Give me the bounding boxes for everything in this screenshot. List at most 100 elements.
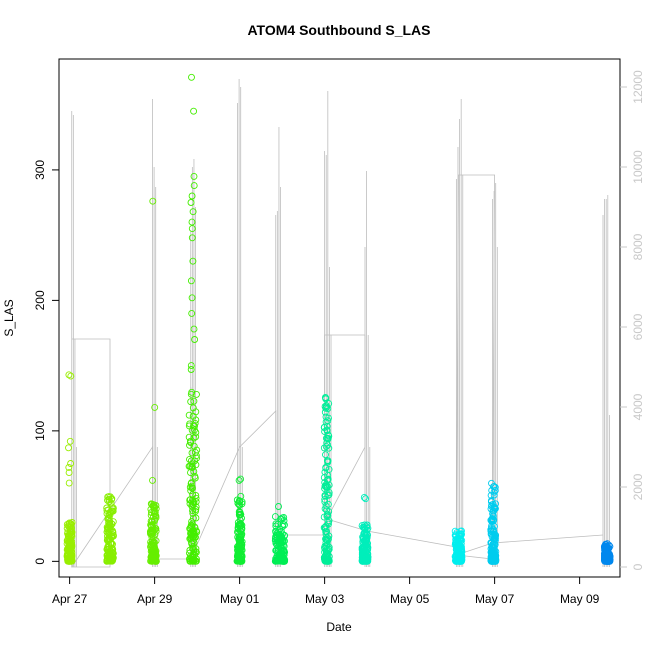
data-point — [606, 542, 614, 550]
data-point — [453, 546, 461, 554]
data-point — [147, 522, 155, 529]
data-point — [321, 492, 329, 499]
data-point — [189, 404, 197, 412]
data-point — [276, 531, 283, 538]
data-point-outlier — [362, 495, 370, 503]
data-point-outlier — [188, 218, 196, 226]
data-point — [361, 525, 369, 533]
point-cluster — [271, 503, 289, 565]
data-point-outlier — [66, 437, 74, 445]
data-point — [147, 530, 154, 538]
point-cluster — [451, 527, 466, 565]
data-point — [189, 514, 197, 522]
data-point — [104, 496, 111, 504]
data-point — [235, 555, 242, 563]
data-point — [490, 516, 498, 524]
data-point — [456, 557, 464, 565]
data-point-outlier — [275, 503, 282, 510]
plot-frame — [58, 58, 621, 578]
data-point-outlier — [188, 225, 196, 233]
data-point — [192, 416, 200, 424]
data-point — [103, 532, 111, 540]
data-point — [458, 536, 466, 544]
data-point — [151, 548, 159, 556]
data-point — [238, 547, 246, 554]
data-point — [322, 434, 330, 442]
data-point — [148, 518, 156, 526]
data-point — [488, 501, 496, 509]
data-point — [106, 548, 114, 556]
data-point-outlier — [191, 336, 199, 343]
data-point — [152, 511, 159, 519]
data-point — [277, 515, 285, 523]
data-point — [324, 491, 332, 499]
data-point — [275, 539, 283, 547]
data-point — [67, 527, 75, 535]
data-point — [235, 511, 243, 519]
y2-axis: 0 2000 4000 6000 8000 10000 12000 — [620, 70, 645, 570]
data-point — [364, 524, 372, 532]
data-point — [236, 501, 244, 509]
x-tick-label: May 01 — [220, 592, 260, 606]
x-axis: Apr 27 Apr 29 May 01 May 03 May 05 May 07 May … — [52, 576, 600, 606]
data-point — [187, 480, 195, 488]
data-point — [488, 515, 496, 522]
x-tick-label: Apr 29 — [137, 592, 173, 606]
data-point — [457, 527, 464, 535]
y-tick-label: 200 — [33, 290, 47, 310]
data-point — [148, 542, 155, 550]
data-point — [148, 555, 156, 563]
data-point — [320, 524, 328, 532]
data-point — [190, 397, 198, 405]
data-point-outlier — [187, 366, 195, 373]
data-point — [235, 528, 243, 536]
data-point — [150, 542, 158, 550]
data-point — [454, 536, 462, 544]
data-point — [325, 465, 333, 473]
data-point — [152, 505, 160, 513]
data-point — [188, 518, 196, 526]
data-point — [321, 408, 329, 416]
data-point — [186, 441, 193, 449]
data-point — [323, 541, 331, 548]
point-cluster — [600, 540, 614, 565]
data-point — [192, 429, 200, 436]
data-point — [363, 521, 371, 529]
y-axis: 0 100 200 300 — [33, 160, 59, 565]
data-point — [67, 522, 75, 529]
data-point — [487, 516, 495, 524]
data-point — [324, 518, 332, 526]
data-point — [152, 502, 160, 509]
data-point — [189, 509, 197, 517]
point-cluster — [233, 475, 246, 565]
data-point — [359, 533, 367, 541]
data-point-outlier — [67, 460, 75, 467]
data-point — [325, 491, 333, 499]
data-point — [191, 422, 198, 430]
data-point-outlier — [149, 476, 156, 484]
data-point — [453, 529, 461, 537]
data-point — [321, 505, 329, 513]
data-point — [364, 550, 372, 558]
data-point — [322, 451, 329, 459]
data-point — [238, 498, 246, 506]
y2-tick-label: 10000 — [631, 150, 645, 184]
data-point — [152, 514, 160, 522]
data-point — [188, 503, 196, 511]
data-point — [105, 506, 113, 514]
data-point — [272, 547, 280, 554]
data-point-outlier — [190, 172, 198, 180]
data-point — [107, 540, 115, 548]
data-point — [363, 557, 371, 565]
data-point — [148, 522, 156, 530]
data-point — [325, 532, 333, 540]
data-point — [236, 538, 243, 546]
data-point — [151, 516, 158, 524]
data-point — [108, 554, 116, 562]
data-point — [272, 520, 280, 528]
data-point — [322, 464, 330, 472]
data-point-outlier — [188, 234, 196, 242]
data-point — [488, 479, 495, 487]
data-point — [273, 554, 281, 562]
data-point — [492, 500, 500, 508]
